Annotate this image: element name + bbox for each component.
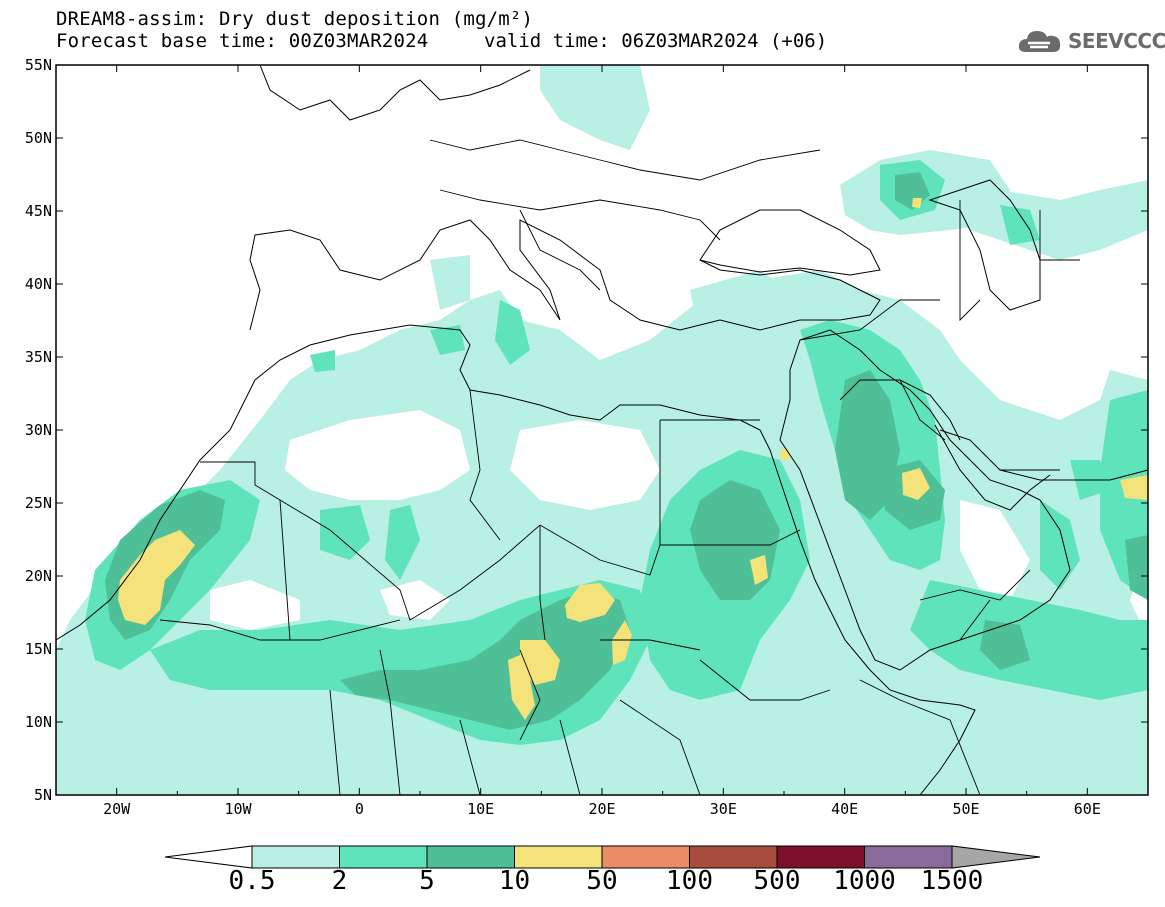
iran-coastline	[939, 429, 1148, 481]
colorbar-bin	[776, 845, 865, 869]
lat-tick-label: 5N	[34, 786, 52, 804]
colorbar-label: 10	[498, 866, 531, 896]
lat-tick-label: 20N	[25, 567, 52, 585]
colorbar-over-triangle	[951, 845, 1041, 869]
colorbar-label: 0.5	[228, 866, 276, 896]
colorbar-label: 5	[419, 866, 435, 896]
title-base-time: Forecast base time: 00Z03MAR2024	[56, 30, 429, 52]
arabia-coastline	[779, 329, 1071, 671]
seevccc-logo: SEEVCCC	[1016, 24, 1165, 58]
colorbar-under-triangle	[164, 845, 253, 869]
title-valid-time: valid time: 06Z03MAR2024 (+06)	[484, 30, 828, 52]
lat-tick-label: 50N	[25, 129, 52, 147]
latitude-axis: 55N 50N 45N 40N 35N 30N 25N 20N 15N 10N 5N	[25, 56, 1148, 804]
north-europe-coastline	[259, 65, 531, 121]
colorbar-label: 50	[586, 866, 618, 896]
colorbar-label: 2	[331, 866, 348, 896]
colorbar-label: 1500	[920, 866, 984, 896]
colorbar-bin	[601, 845, 690, 869]
deposition-level-10	[118, 198, 1148, 720]
coastlines-borders	[56, 65, 1148, 795]
lat-tick-label: 45N	[25, 202, 52, 220]
lat-tick-label: 15N	[25, 640, 52, 658]
colorbar-bin	[514, 845, 603, 869]
lat-tick-label: 55N	[25, 56, 52, 74]
caspian-coastline	[928, 179, 1041, 311]
colorbar-bin	[251, 845, 340, 869]
lon-tick-label: 30E	[710, 800, 737, 818]
colorbar-bin	[426, 845, 515, 869]
europe-coastline	[249, 219, 881, 331]
longitude-axis: 20W 10W 0 10E 20E 30E 40E 50E 60E	[55, 65, 1149, 818]
lat-tick-label: 35N	[25, 348, 52, 366]
country-borders	[159, 139, 1080, 795]
lon-tick-label: 20E	[588, 800, 615, 818]
lon-tick-label: 0	[355, 800, 364, 818]
colorbar	[164, 845, 1041, 869]
lon-tick-label: 10E	[467, 800, 494, 818]
cloud-logo-icon	[1018, 31, 1061, 52]
persian-gulf-coastline	[934, 424, 1051, 511]
lon-tick-label: 50E	[952, 800, 979, 818]
colorbar-bin	[864, 845, 953, 869]
black-sea-coastline	[699, 209, 881, 276]
colorbar-label: 1000	[833, 866, 896, 896]
lon-tick-label: 10W	[224, 800, 252, 818]
colorbar-bin	[689, 845, 778, 869]
logo-text: SEEVCCC	[1068, 29, 1165, 53]
colorbar-label: 500	[753, 866, 801, 896]
title-line1: DREAM8-assim: Dry dust deposition (mg/m²…	[56, 8, 534, 30]
colorbar-label: 100	[666, 866, 713, 896]
lon-tick-label: 20W	[103, 800, 131, 818]
lat-tick-label: 30N	[25, 421, 52, 439]
lon-tick-label: 40E	[831, 800, 858, 818]
lat-tick-label: 25N	[25, 494, 52, 512]
africa-coastline	[56, 324, 976, 795]
gulf-coastline	[899, 379, 961, 441]
lat-tick-label: 10N	[25, 713, 52, 731]
lon-tick-label: 60E	[1074, 800, 1101, 818]
colorbar-bin	[339, 845, 428, 869]
dust-deposition-field	[56, 65, 1148, 795]
lat-tick-label: 40N	[25, 275, 52, 293]
